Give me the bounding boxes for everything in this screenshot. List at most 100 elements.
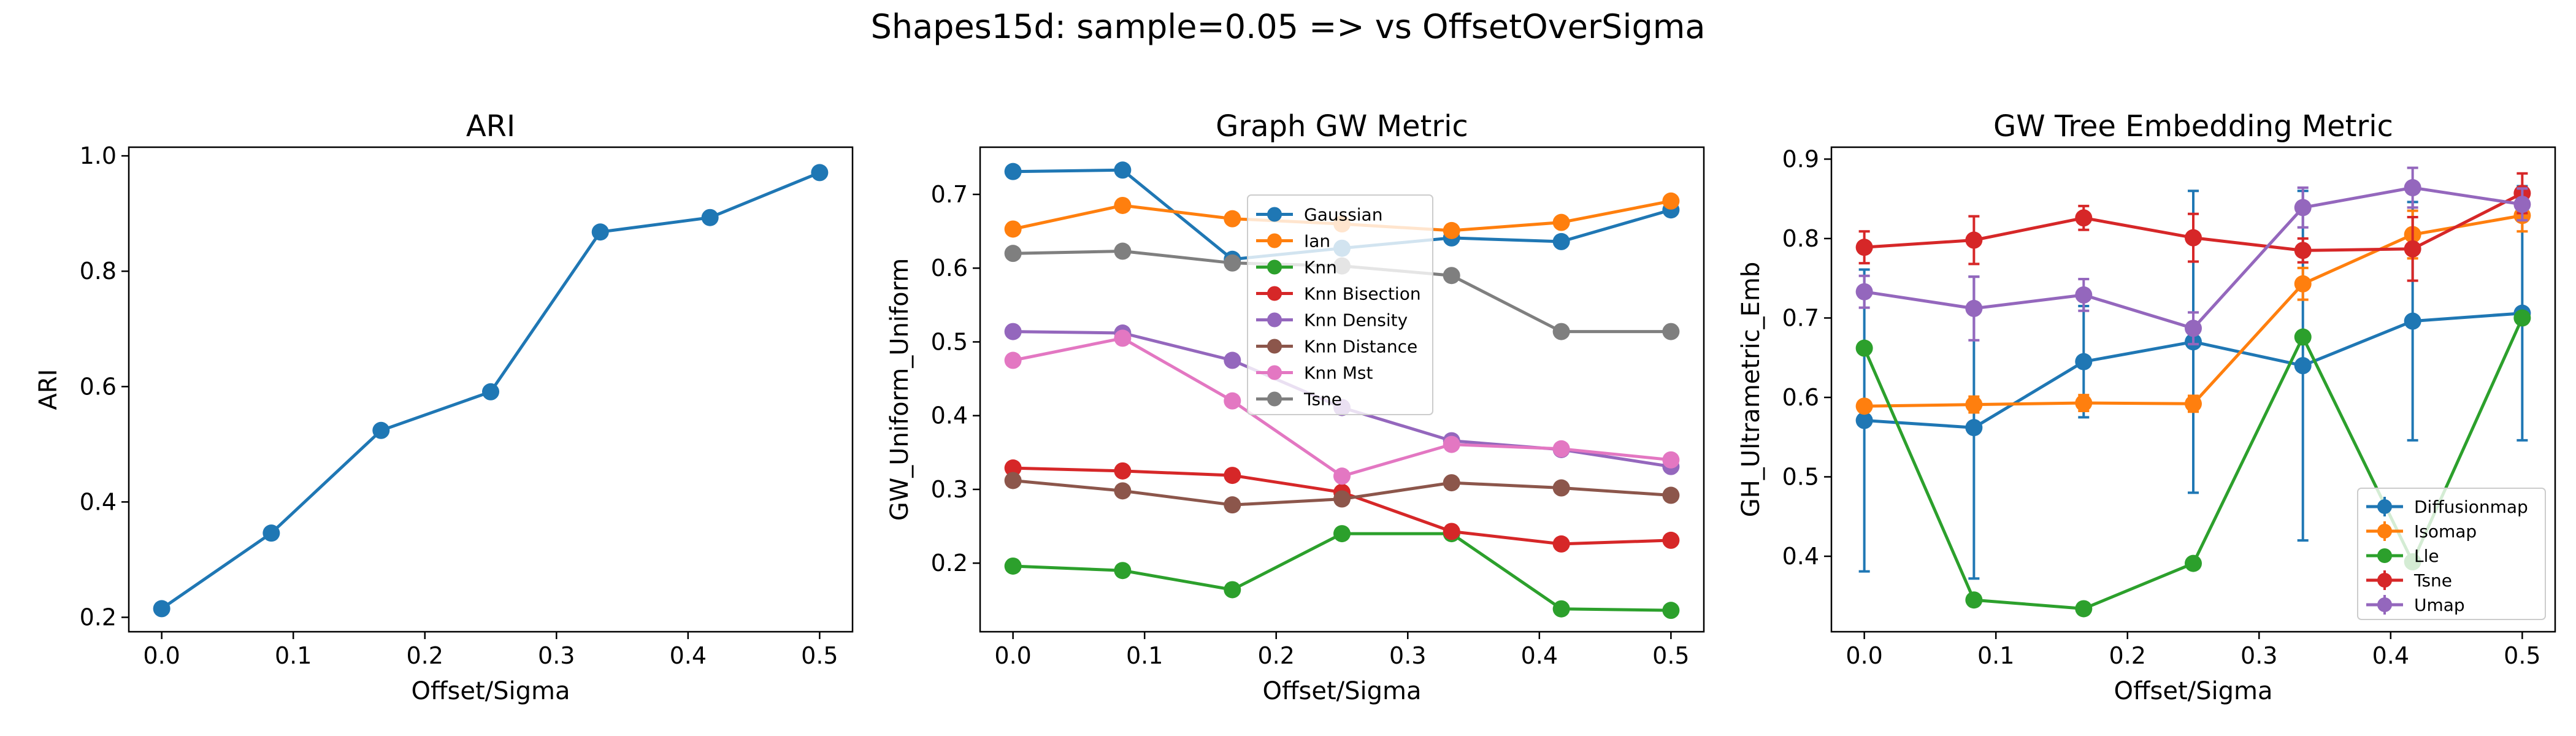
- legend-label: Diffusionmap: [2414, 497, 2528, 517]
- x-tick-label: 0.5: [2504, 642, 2540, 669]
- data-point: [2294, 199, 2312, 217]
- y-tick-label: 0.4: [931, 402, 968, 429]
- x-tick-label: 0.3: [538, 642, 575, 669]
- y-tick-label: 0.4: [1782, 543, 1819, 570]
- legend-item: Ian: [1256, 231, 1330, 251]
- data-point: [1965, 299, 1983, 317]
- data-point: [2294, 242, 2312, 259]
- legend-label: Isomap: [2414, 521, 2477, 542]
- y-tick-label: 0.4: [80, 488, 117, 515]
- legend-item: Knn Distance: [1256, 337, 1417, 357]
- x-tick-label: 0.3: [2241, 642, 2277, 669]
- y-tick-label: 0.7: [931, 181, 968, 208]
- data-point: [2294, 357, 2312, 375]
- data-point: [1224, 254, 1241, 272]
- legend-swatch-marker: [1267, 312, 1282, 328]
- x-tick-label: 0.2: [1258, 642, 1295, 669]
- x-tick-label: 0.5: [801, 642, 838, 669]
- data-point: [1004, 472, 1022, 489]
- data-point: [1004, 459, 1022, 477]
- data-point: [1855, 412, 1873, 429]
- data-point: [1004, 351, 1022, 369]
- data-point: [2513, 309, 2531, 327]
- data-point: [2294, 328, 2312, 346]
- data-point: [2075, 286, 2093, 304]
- x-tick-label: 0.4: [1521, 642, 1558, 669]
- data-point: [2185, 320, 2202, 337]
- axes-frame: [128, 146, 854, 633]
- series-knn-mst: [1004, 329, 1680, 485]
- y-tick-label: 0.2: [931, 550, 968, 577]
- x-axis-label: Offset/Sigma: [411, 677, 570, 705]
- x-tick-label: 0.2: [407, 642, 443, 669]
- legend-swatch-marker: [1267, 207, 1282, 222]
- x-axis-label: Offset/Sigma: [1262, 677, 1421, 705]
- series-series: [153, 164, 829, 618]
- y-axis-label: GH_Ultrametric_Emb: [1737, 262, 1765, 518]
- data-point: [1114, 161, 1132, 179]
- y-axis-label: GW_Uniform_Uniform: [886, 258, 914, 521]
- data-point: [1855, 339, 1873, 357]
- data-point: [1114, 242, 1132, 260]
- legend: Gaussian Ian Knn Knn Bisection Knn Density Kn…: [1247, 194, 1433, 415]
- data-point: [1662, 192, 1680, 210]
- y-tick-label: 1.0: [80, 142, 117, 169]
- data-point: [1552, 600, 1570, 618]
- data-point: [1552, 440, 1570, 458]
- data-point: [1965, 591, 1983, 609]
- legend-swatch-marker: [1267, 233, 1282, 248]
- data-point: [1552, 479, 1570, 497]
- legend-label: Knn Density: [1304, 310, 1408, 331]
- y-tick-label: 0.6: [1782, 384, 1819, 411]
- x-tick-label: 0.1: [1977, 642, 2014, 669]
- legend-item: Diffusionmap: [2366, 497, 2528, 517]
- legend-item: Knn: [1256, 258, 1337, 278]
- legend-label: Knn Mst: [1304, 363, 1373, 383]
- subplot-2: Graph GW Metric 0.0 0.1 0.2 0.3 0.4 0.5 0.2 0.3 0…: [886, 109, 1705, 705]
- data-point: [2075, 600, 2093, 618]
- data-point: [1004, 220, 1022, 238]
- legend-box: [2357, 488, 2546, 620]
- data-point: [1224, 467, 1241, 485]
- axes-frame: [1830, 146, 2556, 633]
- data-point: [1552, 213, 1570, 231]
- data-point: [811, 164, 829, 182]
- legend-item: Knn Bisection: [1256, 284, 1421, 304]
- data-point: [1443, 435, 1460, 453]
- x-tick-label: 0.4: [2372, 642, 2409, 669]
- legend-label: Umap: [2414, 595, 2465, 615]
- subplot-title: Graph GW Metric: [1216, 109, 1468, 144]
- data-point: [2294, 275, 2312, 293]
- legend-label: Lle: [2414, 546, 2439, 566]
- data-point: [1443, 474, 1460, 492]
- data-point: [1114, 562, 1132, 580]
- plot-area: [1855, 166, 2531, 618]
- y-tick-label: 0.7: [1782, 304, 1819, 331]
- x-tick-label: 0.0: [1846, 642, 1882, 669]
- data-point: [1552, 323, 1570, 340]
- x-tick-label: 0.5: [1652, 642, 1689, 669]
- data-point: [2404, 179, 2421, 197]
- data-point: [1224, 581, 1241, 599]
- data-point: [1333, 525, 1351, 543]
- legend-swatch-marker: [1267, 391, 1282, 407]
- data-point: [1004, 163, 1022, 180]
- y-tick-label: 0.9: [1782, 145, 1819, 172]
- y-tick-label: 0.3: [931, 476, 968, 503]
- plot-area: [153, 164, 829, 618]
- series-umap: [1855, 166, 2531, 346]
- legend-label: Knn: [1304, 258, 1337, 278]
- data-point: [2185, 229, 2202, 247]
- data-point: [1443, 267, 1460, 285]
- x-tick-label: 0.1: [275, 642, 312, 669]
- legend-item: Gaussian: [1256, 205, 1382, 225]
- legend-label: Knn Distance: [1304, 337, 1417, 357]
- data-point: [1965, 419, 1983, 437]
- data-point: [372, 421, 390, 439]
- x-tick-label: 0.4: [670, 642, 707, 669]
- legend-swatch-marker: [1267, 365, 1282, 380]
- data-point: [1662, 451, 1680, 469]
- data-point: [1004, 245, 1022, 263]
- subplot-title: ARI: [466, 109, 515, 144]
